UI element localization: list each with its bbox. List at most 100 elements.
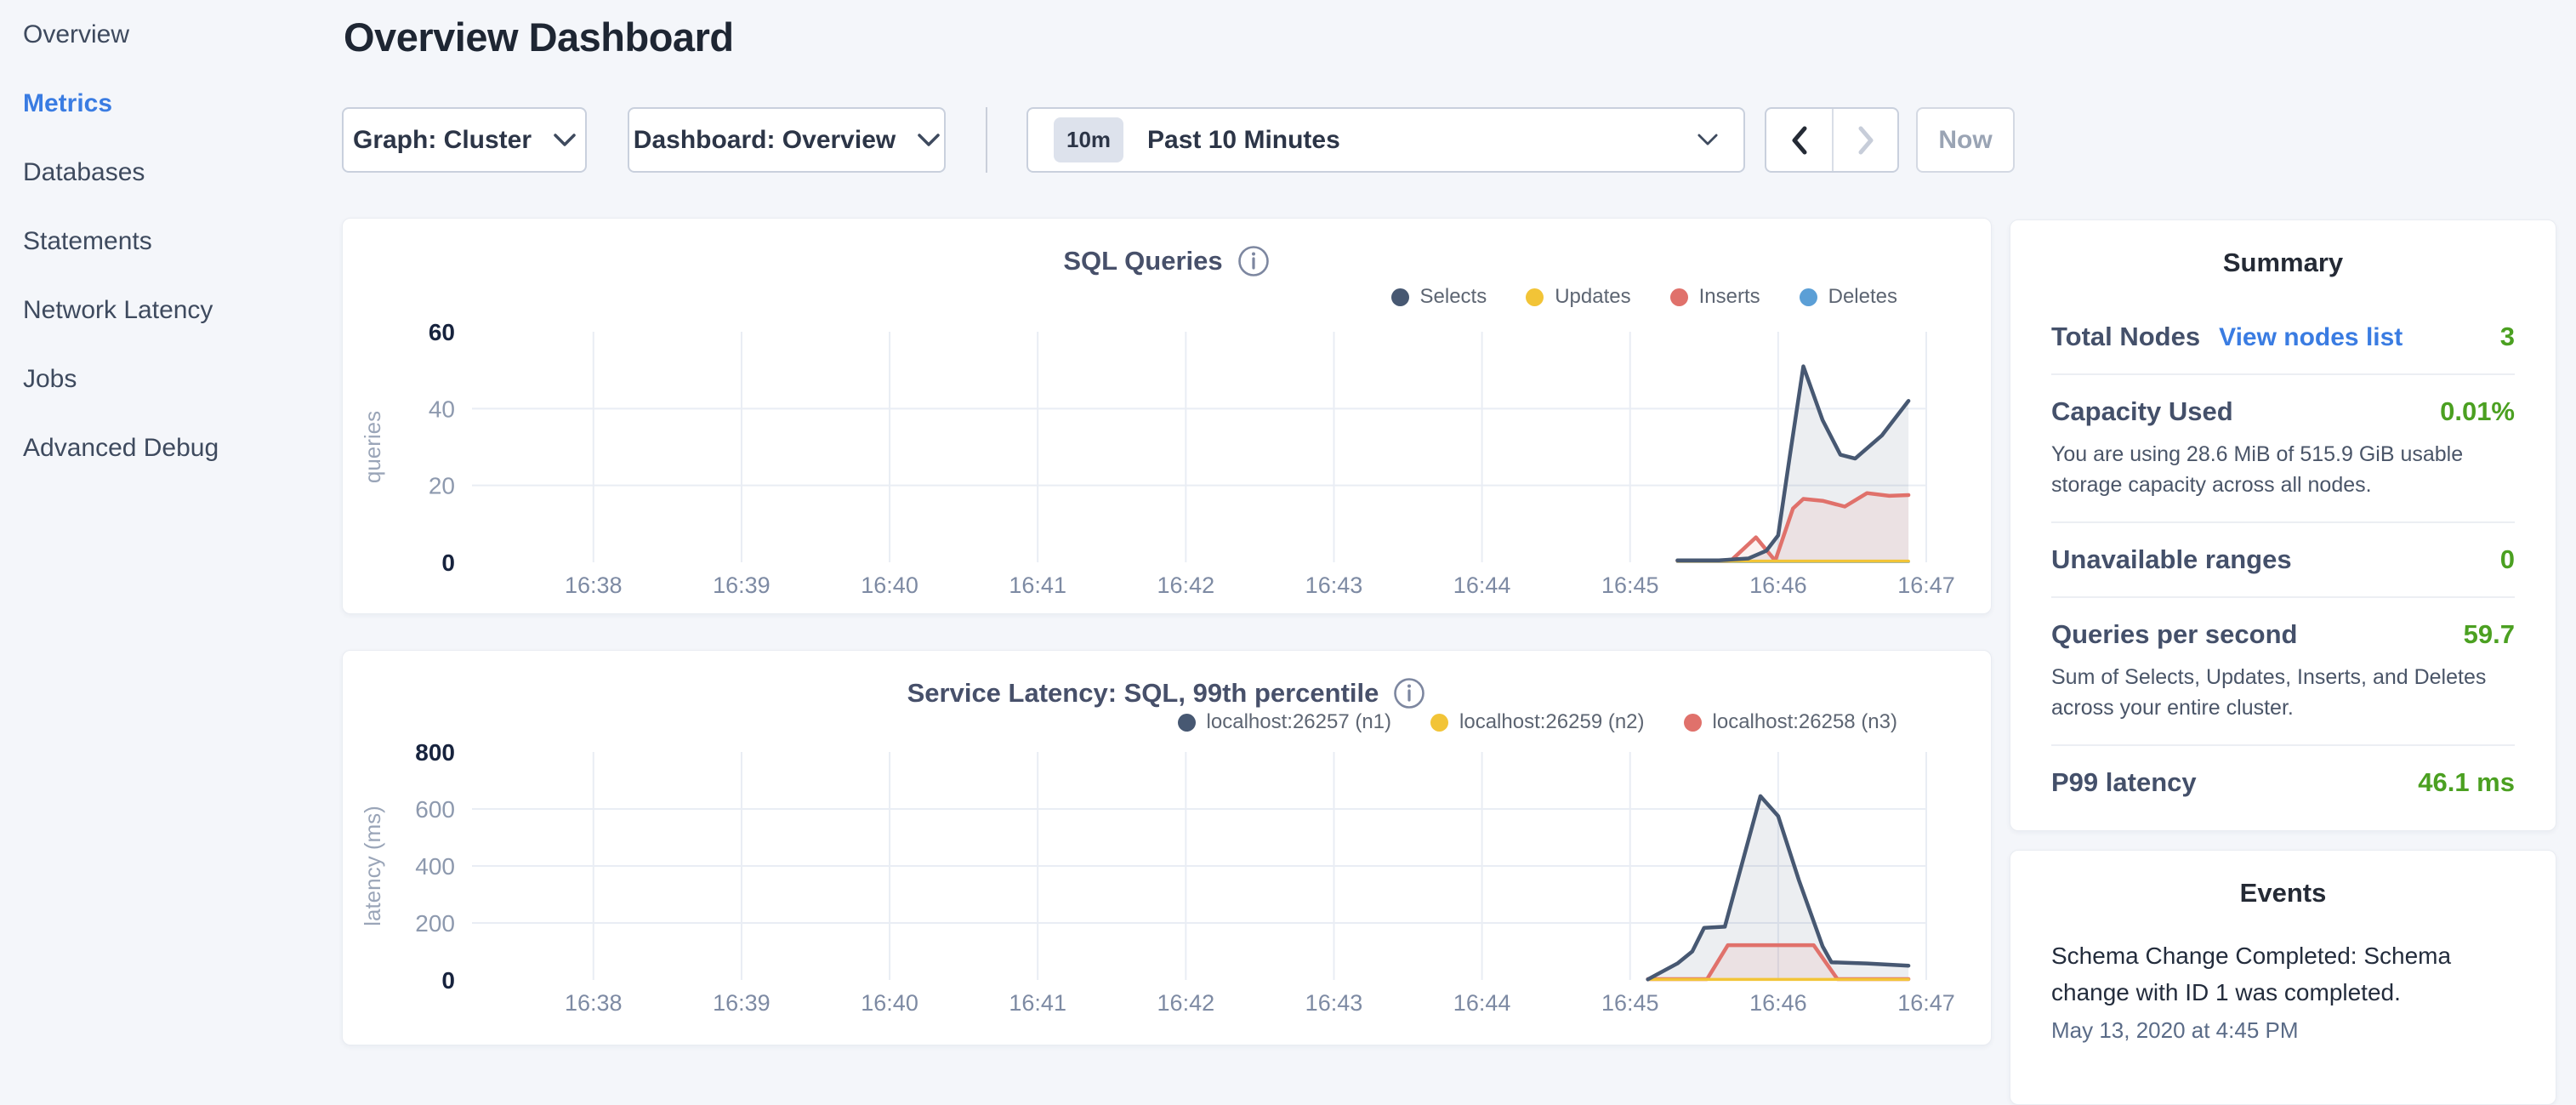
legend-dot-n3: [1683, 713, 1702, 732]
summary-desc: Sum of Selects, Updates, Inserts, and De…: [2051, 665, 2487, 720]
svg-text:16:43: 16:43: [1305, 990, 1363, 1016]
chevron-down-icon: [1697, 134, 1718, 145]
summary-label: Capacity Used: [2051, 396, 2233, 426]
svg-text:16:44: 16:44: [1453, 990, 1511, 1016]
event-message: Schema Change Completed: Schema change w…: [2051, 943, 2452, 1005]
summary-title: Summary: [2222, 248, 2344, 277]
summary-row-qps: Queries per second 59.7 Sum of Selects, …: [2051, 598, 2515, 746]
svg-text:200: 200: [415, 910, 455, 937]
svg-text:400: 400: [415, 853, 455, 880]
legend-label: Deletes: [1828, 285, 1897, 308]
legend-label: Updates: [1555, 285, 1631, 308]
now-button[interactable]: Now: [1916, 107, 2015, 173]
chevron-down-icon: [554, 133, 576, 146]
graph-dropdown-label: Graph: Cluster: [352, 125, 532, 154]
summary-row-p99-latency: P99 latency 46.1 ms: [2051, 746, 2515, 819]
summary-value: 3: [2499, 322, 2515, 351]
service-latency-chart-card: Service Latency: SQL, 99th percentile lo…: [342, 650, 1992, 1045]
legend-item: localhost:26259 (n2): [1430, 710, 1645, 734]
events-title: Events: [2239, 878, 2327, 908]
legend-item: Deletes: [1799, 285, 1897, 309]
chart-legend: Selects Updates Inserts Deletes: [1390, 285, 1897, 309]
sidebar-item-overview[interactable]: Overview: [23, 20, 130, 48]
time-range-dropdown[interactable]: 10m Past 10 Minutes: [1026, 107, 1745, 173]
event-timestamp: May 13, 2020 at 4:45 PM: [2051, 1017, 2299, 1043]
svg-text:60: 60: [429, 319, 455, 345]
svg-text:16:46: 16:46: [1749, 572, 1807, 598]
time-step-buttons: [1765, 107, 1899, 173]
summary-row-unavailable-ranges: Unavailable ranges 0: [2051, 523, 2515, 598]
svg-text:16:43: 16:43: [1305, 572, 1363, 598]
svg-text:16:39: 16:39: [713, 572, 771, 598]
toolbar-divider: [986, 107, 987, 173]
summary-row-total-nodes: Total Nodes View nodes list 3: [2051, 300, 2515, 375]
svg-text:16:41: 16:41: [1009, 572, 1066, 598]
svg-text:16:47: 16:47: [1897, 990, 1955, 1016]
sidebar-item-statements[interactable]: Statements: [23, 226, 152, 255]
summary-row-capacity-used: Capacity Used 0.01% You are using 28.6 M…: [2051, 375, 2515, 523]
legend-dot-deletes: [1799, 288, 1817, 306]
svg-text:0: 0: [441, 967, 455, 994]
sidebar-item-metrics[interactable]: Metrics: [23, 88, 113, 117]
summary-value: 46.1 ms: [2418, 767, 2515, 797]
time-step-back-button[interactable]: [1766, 109, 1832, 171]
svg-text:latency (ms): latency (ms): [360, 806, 385, 926]
page-title: Overview Dashboard: [344, 14, 734, 60]
event-item[interactable]: Schema Change Completed: Schema change w…: [2051, 937, 2515, 1044]
svg-text:16:42: 16:42: [1157, 572, 1215, 598]
summary-desc: You are using 28.6 MiB of 515.9 GiB usab…: [2051, 442, 2464, 497]
svg-text:16:40: 16:40: [861, 572, 918, 598]
svg-text:16:41: 16:41: [1009, 990, 1066, 1016]
summary-label: Unavailable ranges: [2051, 544, 2292, 574]
sql-queries-chart-card: SQL Queries Selects Updates Inserts Dele…: [342, 218, 1992, 614]
sidebar-item-databases[interactable]: Databases: [23, 157, 145, 186]
legend-item: localhost:26257 (n1): [1177, 710, 1391, 734]
summary-label: Total Nodes: [2051, 322, 2201, 351]
svg-text:16:47: 16:47: [1897, 572, 1955, 598]
chevron-right-icon: [1858, 126, 1873, 154]
legend-label: Inserts: [1698, 285, 1760, 308]
chart-title: SQL Queries: [1063, 246, 1223, 276]
svg-text:800: 800: [415, 739, 455, 766]
svg-text:16:44: 16:44: [1453, 572, 1511, 598]
chart-legend: localhost:26257 (n1) localhost:26259 (n2…: [1177, 710, 1897, 734]
sidebar: Overview Metrics Databases Statements Ne…: [0, 0, 340, 482]
legend-dot-n2: [1430, 713, 1449, 732]
time-range-badge: 10m: [1054, 117, 1124, 162]
time-range-label: Past 10 Minutes: [1147, 125, 1340, 154]
chart-title: Service Latency: SQL, 99th percentile: [907, 678, 1379, 708]
legend-dot-selects: [1390, 288, 1409, 306]
svg-text:16:40: 16:40: [861, 990, 918, 1016]
dashboard-dropdown[interactable]: Dashboard: Overview: [628, 107, 946, 173]
svg-text:16:38: 16:38: [565, 990, 623, 1016]
sidebar-item-jobs[interactable]: Jobs: [23, 364, 77, 393]
summary-value: 0: [2499, 544, 2515, 574]
legend-item: Inserts: [1669, 285, 1760, 309]
sidebar-item-advanced-debug[interactable]: Advanced Debug: [23, 433, 219, 462]
chevron-left-icon: [1792, 126, 1806, 154]
service-latency-plot[interactable]: 16:38 16:39 16:40 16:41 16:42 16:43 16:44 16:45…: [343, 651, 1993, 1046]
svg-text:16:42: 16:42: [1157, 990, 1215, 1016]
legend-dot-inserts: [1669, 288, 1688, 306]
sidebar-item-network-latency[interactable]: Network Latency: [23, 295, 213, 324]
svg-text:16:45: 16:45: [1601, 990, 1659, 1016]
info-icon[interactable]: [1237, 244, 1271, 278]
time-step-forward-button[interactable]: [1832, 109, 1897, 171]
summary-label: P99 latency: [2051, 767, 2197, 797]
legend-item: Selects: [1390, 285, 1487, 309]
legend-item: localhost:26258 (n3): [1683, 710, 1897, 734]
legend-label: Selects: [1419, 285, 1487, 308]
svg-text:20: 20: [429, 473, 455, 499]
info-icon[interactable]: [1392, 676, 1426, 710]
svg-text:16:45: 16:45: [1601, 572, 1659, 598]
svg-text:16:38: 16:38: [565, 572, 623, 598]
view-nodes-list-link[interactable]: View nodes list: [2219, 323, 2403, 351]
legend-label: localhost:26259 (n2): [1459, 710, 1645, 733]
legend-label: localhost:26258 (n3): [1712, 710, 1897, 733]
legend-item: Updates: [1526, 285, 1631, 309]
summary-value: 0.01%: [2440, 396, 2515, 426]
legend-dot-updates: [1526, 288, 1544, 306]
graph-dropdown[interactable]: Graph: Cluster: [342, 107, 587, 173]
sql-queries-plot[interactable]: 16:38 16:39 16:40 16:41 16:42 16:43 16:44 16:45…: [343, 219, 1993, 615]
summary-label: Queries per second: [2051, 619, 2298, 649]
